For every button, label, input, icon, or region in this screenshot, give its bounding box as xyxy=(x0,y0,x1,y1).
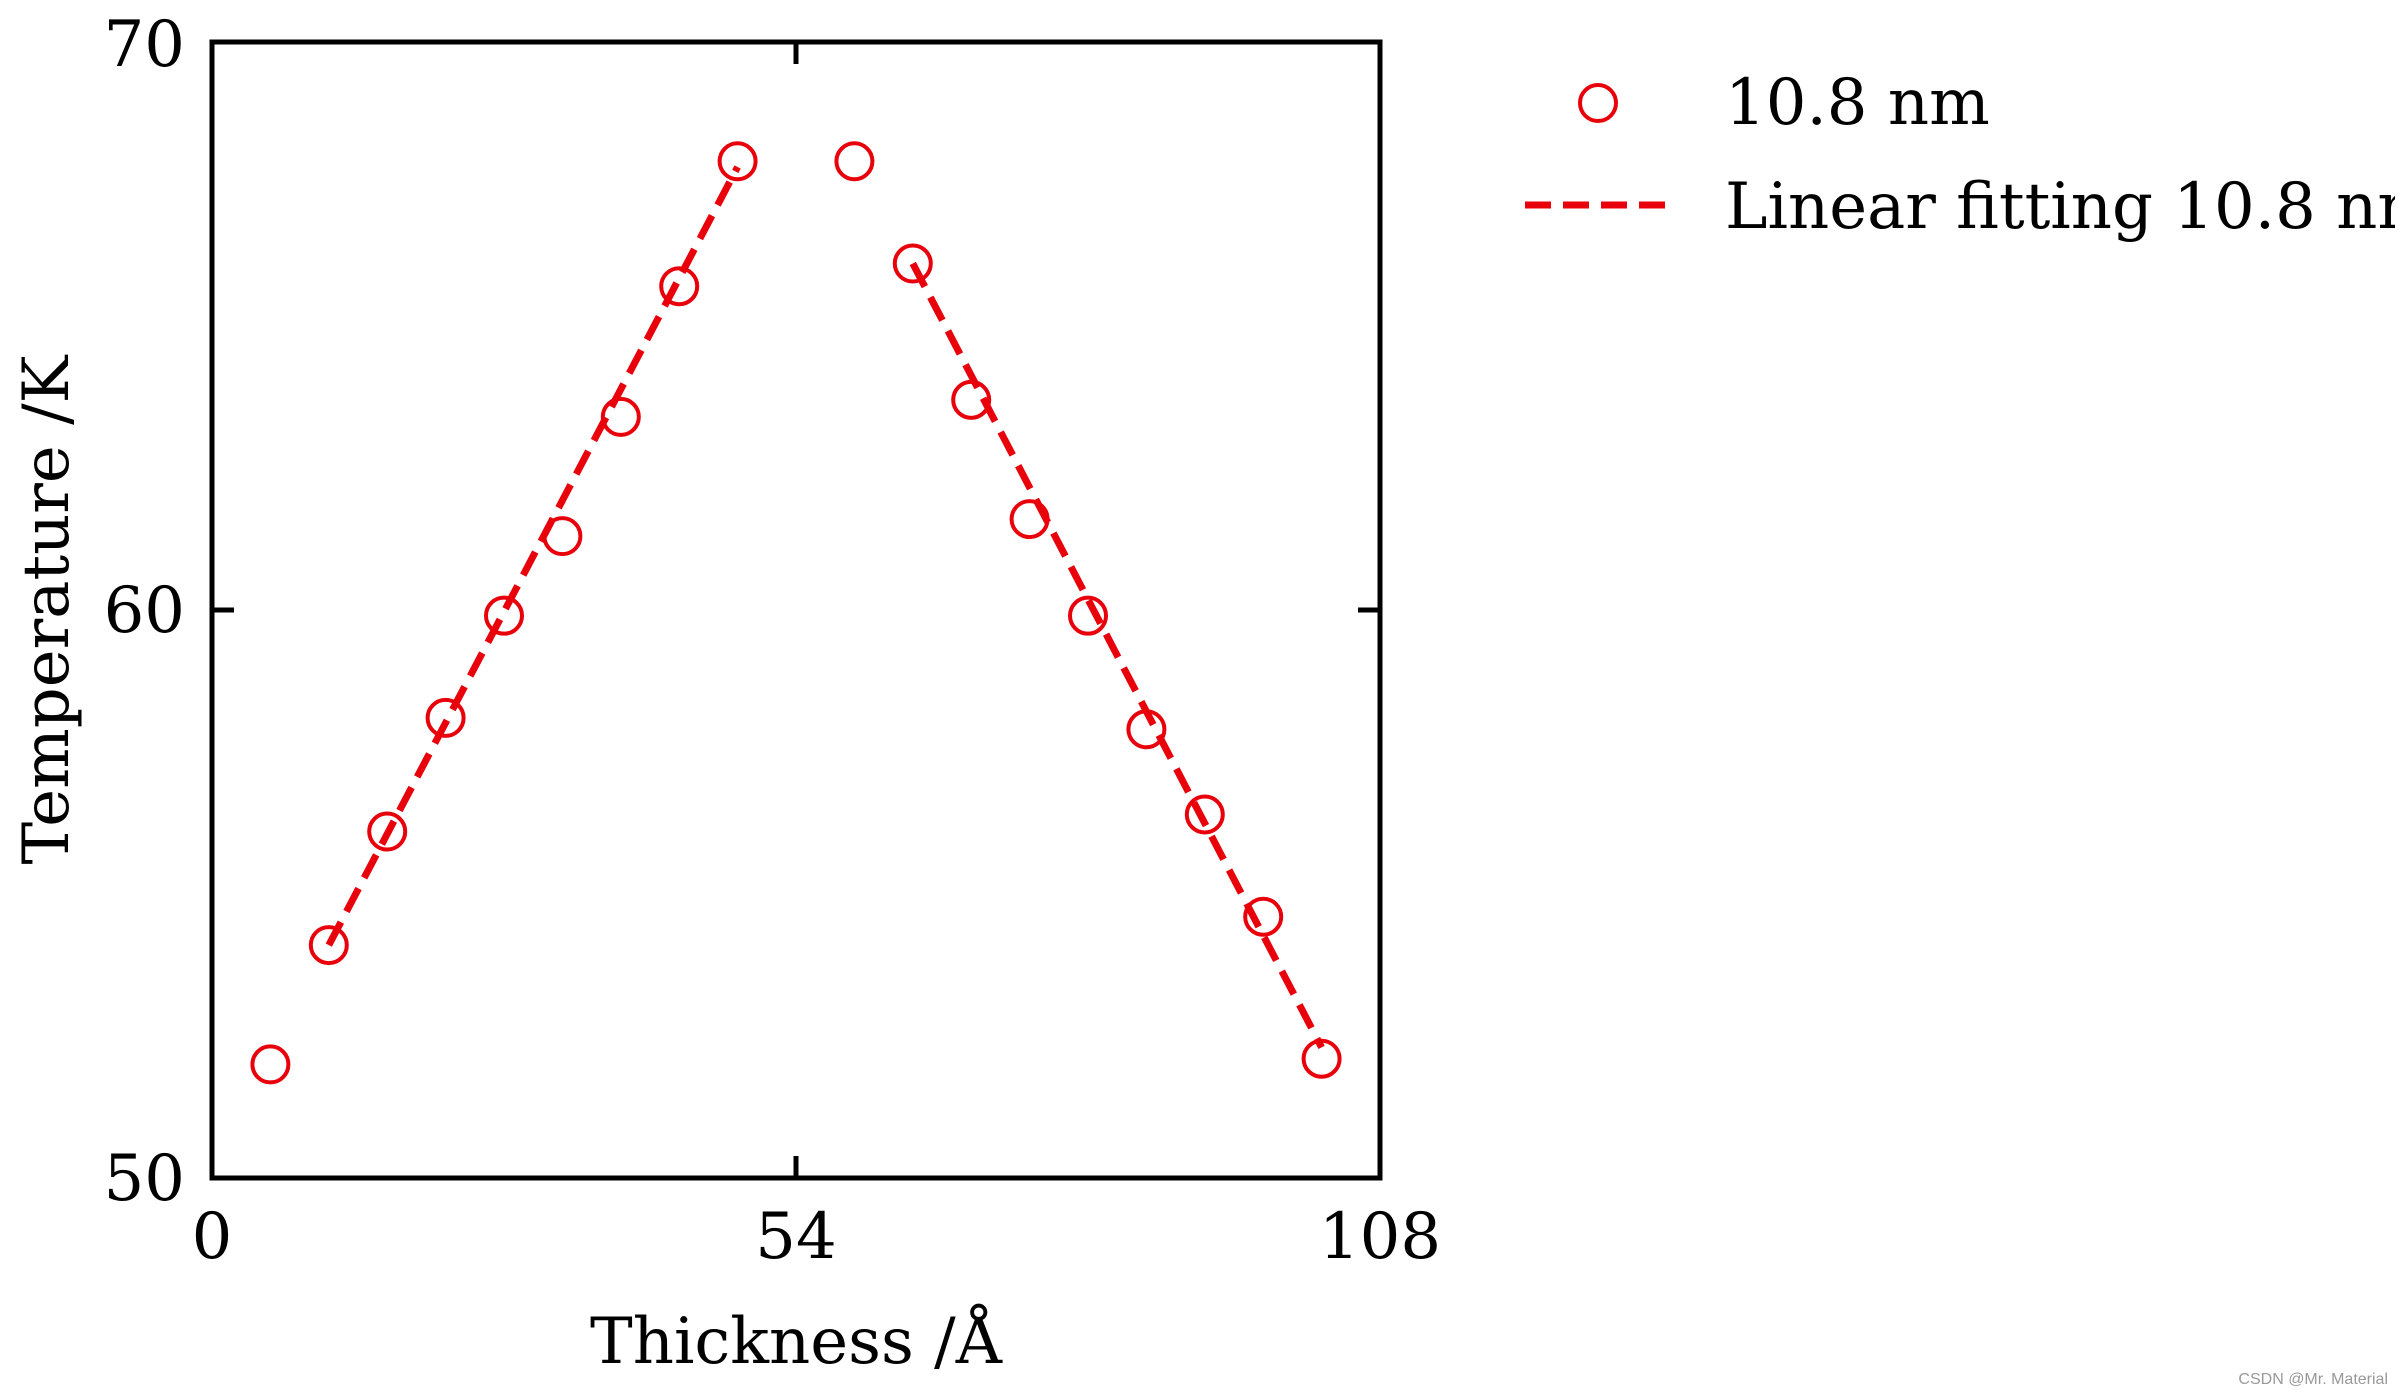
x-tick-label-0: 0 xyxy=(192,1200,233,1274)
y-tick-label-2: 70 xyxy=(104,8,185,82)
fit-line-segment xyxy=(325,165,741,947)
data-point xyxy=(1009,499,1050,540)
plot-frame xyxy=(209,39,1383,1181)
legend-label-fit: Linear fitting 10.8 nm xyxy=(1725,170,2395,244)
data-point xyxy=(600,396,641,437)
fit-line-segment xyxy=(909,261,1325,1049)
legend-marker-icon xyxy=(1578,83,1618,123)
data-point xyxy=(1126,709,1167,750)
data-point xyxy=(250,1044,291,1085)
data-point xyxy=(951,379,992,420)
data-point xyxy=(834,141,875,182)
axis-ticks xyxy=(209,39,1383,1181)
data-point xyxy=(425,697,466,738)
data-point xyxy=(659,266,700,307)
data-markers xyxy=(250,141,1342,1085)
y-tick-label-0: 50 xyxy=(104,1142,185,1216)
data-point xyxy=(484,595,524,636)
data-point xyxy=(367,811,408,852)
data-point xyxy=(1068,595,1108,636)
x-tick-label-1: 54 xyxy=(755,1200,836,1274)
data-point xyxy=(1184,794,1225,835)
data-point xyxy=(892,243,933,284)
data-point xyxy=(1243,896,1284,937)
y-axis-title: Temperature /K xyxy=(10,354,84,864)
x-axis-title: Thickness /Å xyxy=(590,1304,1003,1379)
legend: 10.8 nm Linear fitting 10.8 nm xyxy=(1525,66,2395,244)
y-tick-label-1: 60 xyxy=(104,574,185,648)
legend-label-markers: 10.8 nm xyxy=(1725,66,1990,140)
data-point xyxy=(308,925,349,966)
data-point xyxy=(1301,1038,1342,1079)
data-point xyxy=(717,141,758,182)
fit-lines xyxy=(325,165,1325,1049)
x-tick-label-2: 108 xyxy=(1319,1200,1441,1274)
data-point xyxy=(542,516,583,557)
watermark: CSDN @Mr. Material xyxy=(2238,1371,2388,1388)
